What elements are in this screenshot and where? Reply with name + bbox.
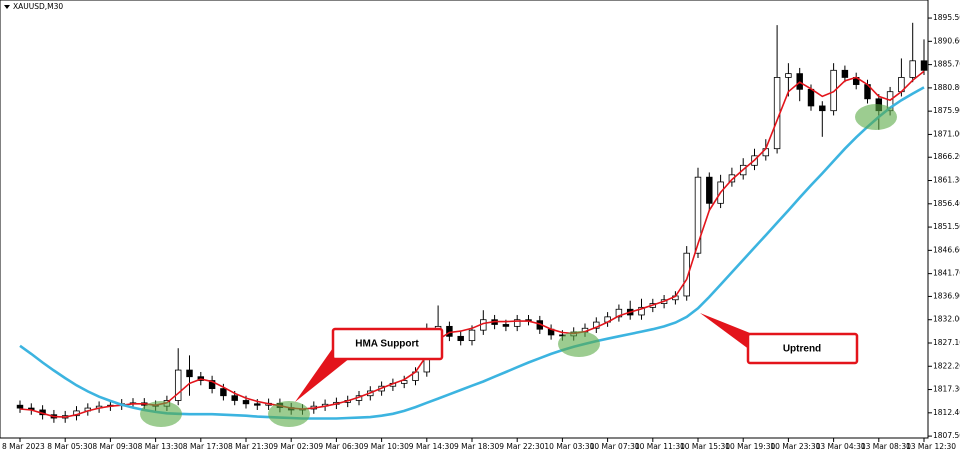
callout-box <box>746 332 859 365</box>
candle-body <box>502 324 510 327</box>
x-tick-label: 10 Mar 11:30 <box>635 442 685 451</box>
x-tick-label: 9 Mar 06:30 <box>318 442 364 451</box>
candle-body <box>683 252 690 297</box>
symbol-arrow <box>4 5 10 9</box>
candle-body <box>186 369 193 378</box>
plot-frame <box>0 0 929 439</box>
candle-body <box>513 319 521 327</box>
x-tick-label: 8 Mar 09:30 <box>92 442 138 451</box>
candle-body <box>807 88 815 107</box>
x-tick-label: 8 Mar 17:30 <box>183 442 229 451</box>
candle-body <box>446 325 453 337</box>
candle-body <box>638 306 645 316</box>
candle-body <box>242 400 250 405</box>
y-tick-label: 1885.70 <box>933 60 960 69</box>
candle-body <box>920 60 928 71</box>
x-tick-label: 9 Mar 14:30 <box>409 442 455 451</box>
x-tick-label: 8 Mar 21:30 <box>228 442 274 451</box>
y-tick-label: 1807.50 <box>933 431 960 440</box>
x-tick-label: 9 Mar 22:30 <box>499 442 545 451</box>
x-tick-label: 8 Mar 05:30 <box>47 442 93 451</box>
y-tick-label: 1880.80 <box>933 83 960 92</box>
candle-body <box>400 380 408 384</box>
y-tick-label: 1866.20 <box>933 152 960 161</box>
annotation: HMA Support <box>355 339 419 350</box>
candle-body <box>468 329 476 342</box>
y-tick-label: 1856.40 <box>933 199 960 208</box>
candle-body <box>254 403 261 406</box>
candle-body <box>208 380 216 389</box>
candle-body <box>785 73 792 78</box>
highlight <box>855 104 897 130</box>
callout-box <box>331 327 444 361</box>
candle-body <box>728 174 736 183</box>
highlight <box>558 331 600 357</box>
x-tick-label: 13 Mar 12:30 <box>906 442 956 451</box>
candle-body <box>841 69 849 78</box>
y-tick-label: 1817.30 <box>933 385 960 394</box>
candle-body <box>706 176 713 204</box>
candle-body <box>174 369 182 401</box>
candle-body <box>220 388 227 397</box>
candle-body <box>909 60 916 78</box>
candle-body <box>694 176 702 254</box>
y-tick-label: 1836.90 <box>933 291 960 300</box>
y-tick-label: 1841.70 <box>933 269 960 278</box>
symbol-label: XAUUSD,M30 <box>13 2 63 11</box>
annotation: Uptrend <box>783 344 821 355</box>
x-tick-label: 10 Mar 23:30 <box>770 442 820 451</box>
indicator-line <box>19 70 925 418</box>
x-tick-label: 9 Mar 10:30 <box>364 442 410 451</box>
candle-body <box>819 105 826 112</box>
y-tick-label: 1895.50 <box>933 13 960 22</box>
candle-body <box>231 395 238 401</box>
y-tick-label: 1822.20 <box>933 361 960 370</box>
candle-body <box>830 69 837 112</box>
y-tick-label: 1875.90 <box>933 106 960 115</box>
y-tick-label: 1871.00 <box>933 129 960 138</box>
x-tick-label: 8 Mar 2023 <box>2 442 45 451</box>
x-tick-label: 10 Mar 15:30 <box>680 442 730 451</box>
y-tick-label: 1861.30 <box>933 176 960 185</box>
y-tick-label: 1851.50 <box>933 222 960 231</box>
y-tick-label: 1812.40 <box>933 408 960 417</box>
candle-body <box>16 404 24 409</box>
highlight <box>140 401 182 427</box>
x-tick-label: 13 Mar 08:30 <box>861 442 911 451</box>
y-tick-label: 1832.00 <box>933 315 960 324</box>
x-tick-label: 10 Mar 03:30 <box>544 442 594 451</box>
highlight <box>268 401 310 427</box>
y-tick-label: 1890.60 <box>933 36 960 45</box>
x-tick-label: 9 Mar 02:30 <box>273 442 319 451</box>
x-tick-label: 8 Mar 13:30 <box>138 442 184 451</box>
x-tick-label: 13 Mar 04:30 <box>816 442 866 451</box>
y-tick-label: 1827.10 <box>933 338 960 347</box>
candle-body <box>457 335 464 342</box>
callout-pointer <box>700 313 760 350</box>
y-tick-label: 1846.60 <box>933 245 960 254</box>
candle-body <box>615 308 623 318</box>
x-tick-label: 10 Mar 19:30 <box>725 442 775 451</box>
x-tick-label: 9 Mar 18:30 <box>454 442 500 451</box>
x-tick-label: 10 Mar 07:30 <box>590 442 640 451</box>
